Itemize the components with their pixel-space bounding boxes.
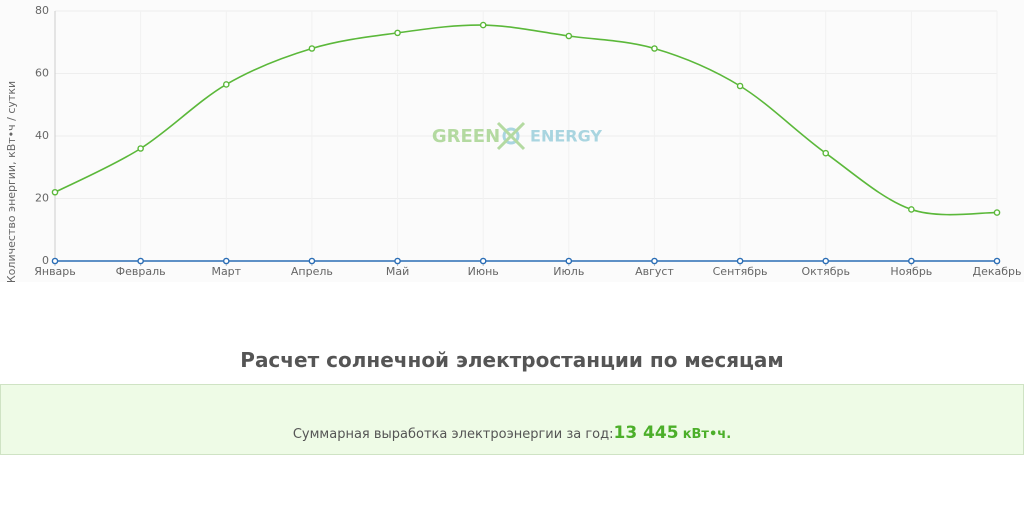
x-tick-label: Декабрь xyxy=(973,265,1022,278)
x-tick-label: Май xyxy=(386,265,409,278)
x-tick-label: Апрель xyxy=(291,265,333,278)
data-point xyxy=(308,45,316,52)
data-point xyxy=(822,149,830,157)
y-tick-label: 80 xyxy=(35,4,49,17)
data-point xyxy=(51,188,59,196)
logo-icon xyxy=(502,127,520,145)
x-tick-label: Ноябрь xyxy=(890,265,932,278)
section-heading: Расчет солнечной электростанции по месяц… xyxy=(240,348,784,372)
data-point xyxy=(908,257,915,265)
x-tick-label: Март xyxy=(211,265,241,278)
data-point xyxy=(736,82,744,90)
y-tick-label: 20 xyxy=(35,192,49,205)
chart-background xyxy=(0,0,1024,282)
summary-label: Суммарная выработка электроэнергии за го… xyxy=(292,427,614,442)
data-point xyxy=(651,45,658,52)
data-point xyxy=(394,29,401,37)
data-point xyxy=(137,145,144,152)
x-tick-label: Январь xyxy=(34,265,76,278)
chart: Количество энергии, кВт•ч / сутки GREEN … xyxy=(0,0,1024,284)
data-point xyxy=(736,257,744,265)
data-point xyxy=(308,257,316,265)
logo-left: GREEN xyxy=(432,126,500,147)
data-point xyxy=(822,257,830,265)
x-tick-label: Июль xyxy=(553,265,584,278)
data-point xyxy=(479,21,487,29)
y-tick-label: 0 xyxy=(42,254,49,267)
data-point xyxy=(394,257,401,265)
data-point xyxy=(565,32,573,40)
summary-text: Суммарная выработка электроэнергии за го… xyxy=(1,423,1023,443)
data-point xyxy=(908,206,915,213)
x-tick-label: Октябрь xyxy=(801,265,850,278)
series-line xyxy=(54,24,998,216)
data-point xyxy=(565,257,573,265)
data-point xyxy=(651,257,658,265)
data-point xyxy=(222,257,230,265)
x-tick-label: Июнь xyxy=(468,265,499,278)
x-tick-label: Февраль xyxy=(116,265,166,278)
logo-right: ENERGY xyxy=(530,127,602,146)
summary-unit: кВт•ч. xyxy=(682,427,732,442)
data-point xyxy=(479,257,487,265)
x-tick-label: Август xyxy=(635,265,674,278)
data-point xyxy=(137,257,144,265)
data-point xyxy=(993,209,1001,216)
summary-value: 13 445 xyxy=(613,423,679,443)
logo-icon xyxy=(496,121,526,151)
y-axis-label: Количество энергии, кВт•ч / сутки xyxy=(5,81,18,283)
y-tick-label: 60 xyxy=(35,67,49,80)
data-point xyxy=(51,257,59,265)
summary-panel: Суммарная выработка электроэнергии за го… xyxy=(0,384,1024,455)
data-point xyxy=(222,81,230,88)
data-point xyxy=(993,257,1001,265)
x-tick-label: Сентябрь xyxy=(713,265,768,278)
logo: GREEN ENERGY xyxy=(432,121,602,151)
y-tick-label: 40 xyxy=(35,129,49,142)
